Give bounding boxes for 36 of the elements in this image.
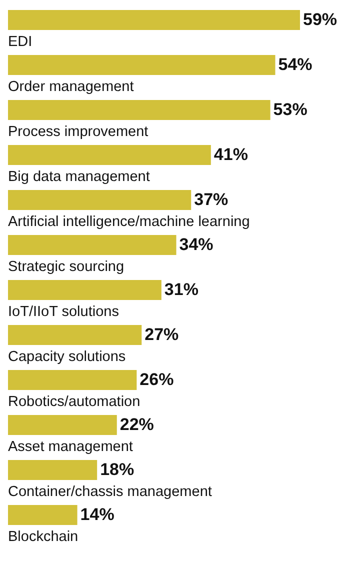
data-label: 26%: [140, 370, 174, 389]
bar: [8, 235, 176, 255]
data-label: 54%: [278, 55, 312, 74]
bar: [8, 55, 276, 75]
y-tick-label: Robotics/automation: [8, 394, 140, 410]
data-label: 34%: [179, 235, 214, 254]
bar: [8, 505, 78, 525]
y-tick-label: EDI: [8, 34, 32, 50]
y-tick-label: Blockchain: [8, 529, 78, 545]
y-tick-label: Big data management: [8, 169, 150, 185]
bar: [8, 10, 300, 30]
bar: [8, 100, 270, 120]
y-tick-label: Capacity solutions: [8, 349, 126, 365]
data-label: 31%: [164, 280, 198, 299]
data-label: 41%: [214, 145, 248, 164]
y-tick-label: Asset management: [8, 439, 133, 455]
bar: [8, 460, 98, 480]
data-label: 18%: [100, 460, 134, 479]
y-tick-label: Container/chassis management: [8, 484, 212, 500]
bar: [8, 370, 137, 390]
data-label: 22%: [120, 415, 154, 434]
bar: [8, 190, 192, 210]
bar: [8, 145, 211, 165]
y-tick-label: Strategic sourcing: [8, 259, 124, 275]
data-label: 14%: [80, 505, 114, 524]
bar: [8, 415, 117, 435]
bar: [8, 280, 162, 300]
data-label: 27%: [144, 325, 179, 344]
data-label: 53%: [273, 100, 308, 119]
y-tick-label: Process improvement: [8, 124, 148, 140]
bar: [8, 325, 142, 345]
data-label: 37%: [194, 190, 228, 209]
y-tick-label: IoT/IIoT solutions: [8, 304, 119, 320]
y-tick-label: Artificial intelligence/machine learning: [8, 214, 250, 230]
y-tick-label: Order management: [8, 79, 134, 95]
data-label: 59%: [303, 10, 338, 29]
